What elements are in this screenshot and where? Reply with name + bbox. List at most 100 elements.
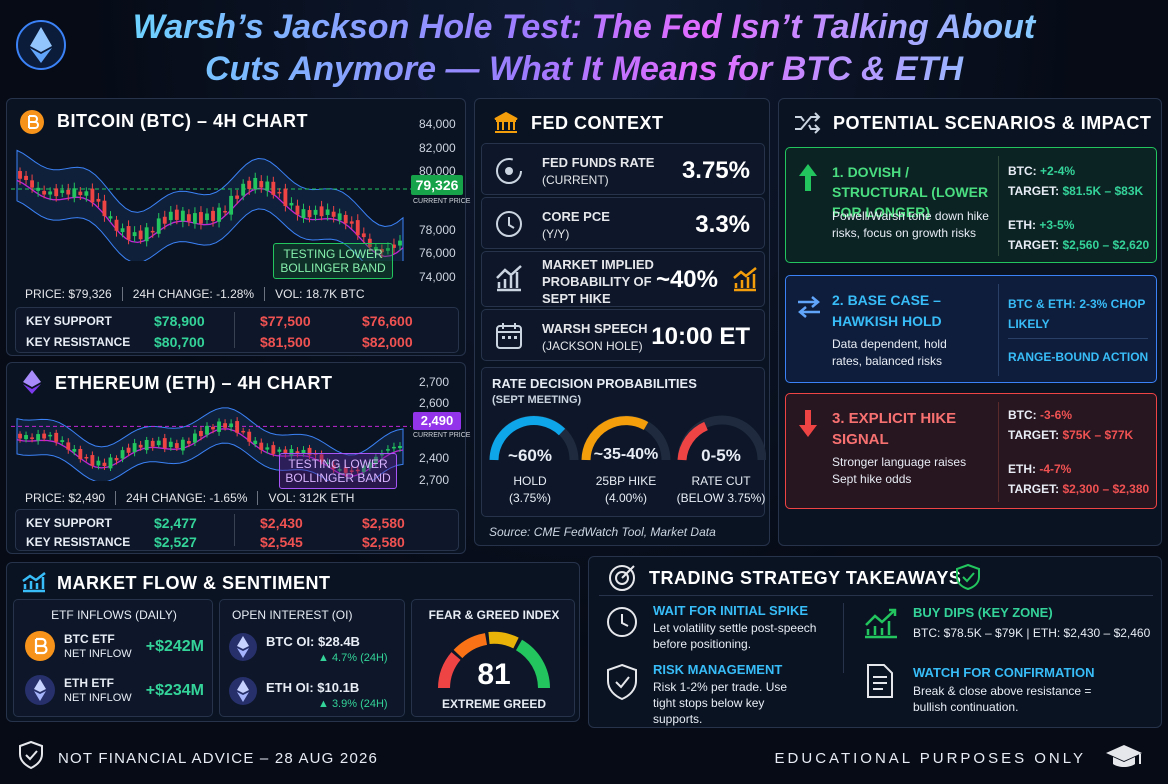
candle-body	[24, 175, 28, 181]
path	[1106, 745, 1142, 761]
value: 3.75%	[681, 157, 750, 184]
candle-body	[108, 216, 113, 219]
path	[799, 410, 817, 437]
circle	[615, 571, 629, 585]
subtitle: (SEPT MEETING)	[492, 394, 582, 406]
desc: BTC: $78.5K – $79K | ETH: $2,430 – $2,46…	[913, 626, 1151, 640]
candle-body	[379, 453, 384, 456]
levels: $2,477	[154, 515, 197, 531]
name: ETH OI:	[266, 680, 314, 695]
candle-body	[180, 439, 185, 451]
name: BTC OI:	[266, 634, 315, 649]
candle-body	[271, 445, 276, 454]
levels: $2,545	[260, 534, 303, 550]
footer-right: EDUCATIONAL PURPOSES ONLY	[774, 750, 1086, 767]
levels: $2,430	[260, 515, 303, 531]
path	[34, 637, 48, 655]
icon	[867, 664, 893, 698]
icon	[494, 111, 518, 133]
candle-body	[361, 233, 366, 238]
candle-body	[162, 438, 167, 449]
candle-body	[84, 456, 89, 459]
stats: PRICE: $2,490	[25, 491, 106, 505]
path	[23, 370, 41, 387]
candle-body	[343, 214, 348, 224]
title: WATCH FOR CONFIRMATION	[913, 665, 1095, 680]
candle-body	[48, 191, 53, 195]
candle-body	[186, 441, 191, 444]
candle-body	[199, 431, 203, 437]
path	[22, 572, 46, 593]
candle-body	[265, 447, 270, 450]
panel: BITCOIN (BTC) – 4H CHART 84,000 82,000 8…	[6, 98, 470, 356]
divider	[234, 514, 235, 546]
levels: $2,580	[362, 534, 405, 550]
candle-body	[138, 444, 143, 448]
label: 25BP HIKE	[595, 474, 657, 488]
path	[795, 112, 821, 134]
path	[30, 48, 52, 63]
candle-body	[337, 213, 342, 221]
candle-body	[205, 213, 209, 221]
sub: (JACKSON HOLE)	[542, 339, 643, 353]
path	[581, 416, 649, 461]
candle-body	[337, 469, 342, 471]
circle	[496, 158, 522, 184]
candle-body	[259, 442, 264, 450]
desc: Break & close above resistance = bullish…	[913, 684, 1092, 714]
candle-body	[253, 440, 258, 445]
candle-body	[18, 433, 22, 439]
candle-body	[283, 188, 288, 207]
levels: $80,700	[154, 334, 205, 350]
candle-body	[84, 191, 89, 196]
stats: PRICE: $2,490 24H CHANGE: -1.65% VOL: 312K…	[25, 491, 364, 505]
value: $28.4B	[318, 634, 360, 649]
candle-body	[192, 213, 197, 224]
candle-body	[235, 195, 240, 199]
candle-chart	[11, 149, 411, 261]
annotation: TESTING LOWER BOLLINGER BAND	[273, 243, 393, 279]
price-caption: CURRENT PRICE	[413, 432, 471, 439]
candle-body	[325, 462, 330, 464]
levels: $82,000	[362, 334, 413, 350]
candle-body	[211, 210, 215, 222]
path	[438, 652, 461, 689]
candle-body	[108, 457, 113, 469]
path	[494, 111, 518, 133]
levels: KEY SUPPORT	[26, 314, 112, 328]
title: FEAR & GREED INDEX	[428, 608, 560, 622]
div: BTC: -3-6%	[1008, 408, 1072, 422]
candle-body	[114, 219, 119, 231]
candle-body	[36, 434, 41, 441]
target-label: TARGET:	[1008, 238, 1060, 252]
candle-body	[120, 228, 125, 233]
card: FEAR & GREED INDEX 81 EXTREME GREED	[411, 599, 575, 717]
rect	[502, 336, 505, 339]
divider	[998, 284, 999, 376]
levels: KEY RESISTANCE	[26, 335, 131, 349]
target-label: TARGET:	[1008, 482, 1060, 496]
divider	[599, 595, 1153, 596]
path	[23, 384, 41, 394]
sub: (4.00%)	[604, 491, 648, 505]
card: KEY SUPPORT $78,900 $77,500 $76,600 KEY …	[15, 307, 459, 353]
candle-body	[199, 212, 203, 224]
path	[496, 265, 522, 292]
candle-body	[144, 227, 149, 242]
yticks: 80,000	[419, 164, 456, 178]
lines: BTC & ETH: 2-3% CHOP LIKELY	[1008, 297, 1146, 331]
candle-body	[373, 246, 378, 251]
target-label: TARGET:	[1008, 184, 1060, 198]
div: ETH OI: $10.1B	[266, 680, 359, 695]
panel: TRADING STRATEGY TAKEAWAYS WAIT FOR INIT…	[588, 556, 1162, 728]
card: 3. EXPLICIT HIKE SIGNAL Stronger languag…	[785, 393, 1157, 509]
card: RATE DECISION PROBABILITIES (SEPT MEETIN…	[481, 367, 766, 517]
path	[865, 608, 897, 639]
title: ETHEREUM (ETH) – 4H CHART	[55, 373, 333, 393]
asset: BTC:	[1008, 164, 1037, 178]
gauges	[489, 415, 766, 461]
candle-body	[54, 188, 59, 197]
div: TARGET: $2,560 – $2,620	[1008, 238, 1149, 252]
candle-body	[223, 423, 228, 428]
candle-body	[96, 460, 101, 466]
